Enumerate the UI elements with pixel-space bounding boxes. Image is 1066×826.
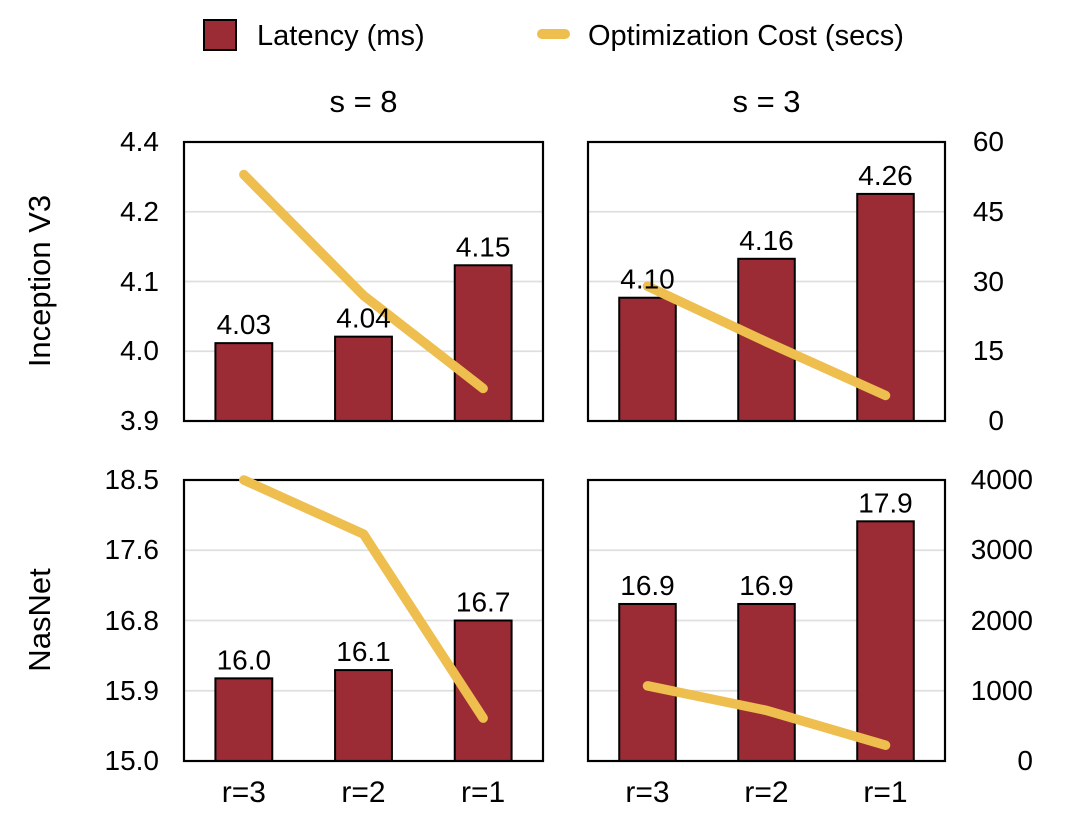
plot-border (182, 478, 545, 763)
panel-inception-v3-s3: 4.10 4.16 4.26 (586, 140, 947, 423)
plot-border (586, 478, 947, 763)
optimization-cost-line-swatch (537, 29, 570, 39)
latency-bar (214, 677, 274, 762)
optimization-cost-line (642, 681, 891, 750)
y-right-tick-label: 2000 (970, 604, 1033, 636)
panel-nasnet-s3: 16.9 16.9 17.9 (586, 478, 947, 763)
y-left-tick-label: 15.0 (104, 745, 160, 776)
bar-value-label: 4.26 (858, 160, 913, 191)
y-left-tick-label: 4.4 (120, 126, 159, 157)
bar-value-label: 17.9 (858, 487, 913, 518)
bar-value-label: 4.15 (456, 231, 511, 262)
column-title-s3: s = 3 (732, 84, 801, 119)
chart-svg: 16.0 16.1 16.7 (182, 475, 545, 763)
chart-svg: 16.9 16.9 17.9 (586, 478, 947, 763)
y-right-tick-label: 3000 (970, 534, 1033, 566)
bar-value-label: 16.9 (739, 570, 794, 601)
y-right-tick-label: 1000 (970, 674, 1033, 706)
latency-bar (737, 602, 796, 763)
y-left-tick-label: 3.9 (120, 405, 159, 436)
y-left-tick-label: 18.5 (104, 464, 160, 495)
optimization-cost-line (239, 169, 488, 394)
latency-bar (214, 342, 274, 423)
chart-svg: 4.10 4.16 4.26 (586, 140, 947, 423)
plot-border (586, 140, 947, 423)
y-right-tick-label: 0 (1017, 745, 1033, 776)
x-tick-label: r=2 (341, 776, 386, 809)
latency-bar (453, 264, 513, 422)
x-tick-label: r=3 (625, 776, 670, 809)
latency-bar (856, 520, 915, 762)
bar-value-label: 16.0 (217, 644, 272, 675)
y-left-tick-label: 17.6 (104, 534, 160, 566)
y-left-tick-label: 15.9 (104, 674, 160, 706)
plot-border (182, 140, 545, 423)
y-left-tick-label: 4.2 (120, 195, 159, 227)
y-right-tick-label: 60 (972, 126, 1004, 157)
y-right-tick-label: 4000 (970, 464, 1033, 495)
y-left-tick-label: 4.1 (120, 265, 159, 297)
bar-value-label: 4.10 (620, 264, 675, 295)
latency-bar-swatch (203, 19, 237, 51)
latency-bar (334, 335, 393, 423)
x-tick-label: r=1 (461, 776, 506, 809)
y-left-tick-label: 4.0 (120, 335, 159, 367)
bar-value-label: 4.04 (336, 303, 391, 334)
optimization-cost-line (642, 281, 891, 401)
bar-value-label: 16.7 (456, 587, 511, 618)
legend-label-optimization-cost: Optimization Cost (secs) (588, 20, 904, 52)
bar-value-label: 4.16 (739, 225, 794, 256)
chart-svg: 4.03 4.04 4.15 (182, 140, 545, 423)
y-left-tick-label: 16.8 (104, 604, 160, 636)
latency-bar (618, 296, 677, 422)
y-right-tick-label: 0 (988, 405, 1004, 436)
x-tick-label: r=1 (863, 776, 908, 809)
bar-value-label: 16.1 (336, 636, 391, 667)
x-tick-label: r=3 (221, 776, 266, 809)
bar-value-label: 16.9 (620, 570, 675, 601)
y-right-tick-label: 15 (972, 335, 1004, 367)
legend-label-latency: Latency (ms) (257, 20, 425, 52)
latency-bar (334, 669, 393, 763)
y-right-tick-label: 30 (972, 265, 1004, 297)
optimization-cost-line (239, 475, 488, 723)
column-title-s8: s = 8 (329, 84, 398, 119)
panel-nasnet-s8: 16.0 16.1 16.7 (182, 475, 545, 763)
y-right-tick-label: 45 (972, 195, 1004, 227)
panel-inception-v3-s8: 4.03 4.04 4.15 (182, 140, 545, 423)
x-tick-label: r=2 (744, 776, 789, 809)
bar-value-label: 4.03 (217, 309, 272, 340)
